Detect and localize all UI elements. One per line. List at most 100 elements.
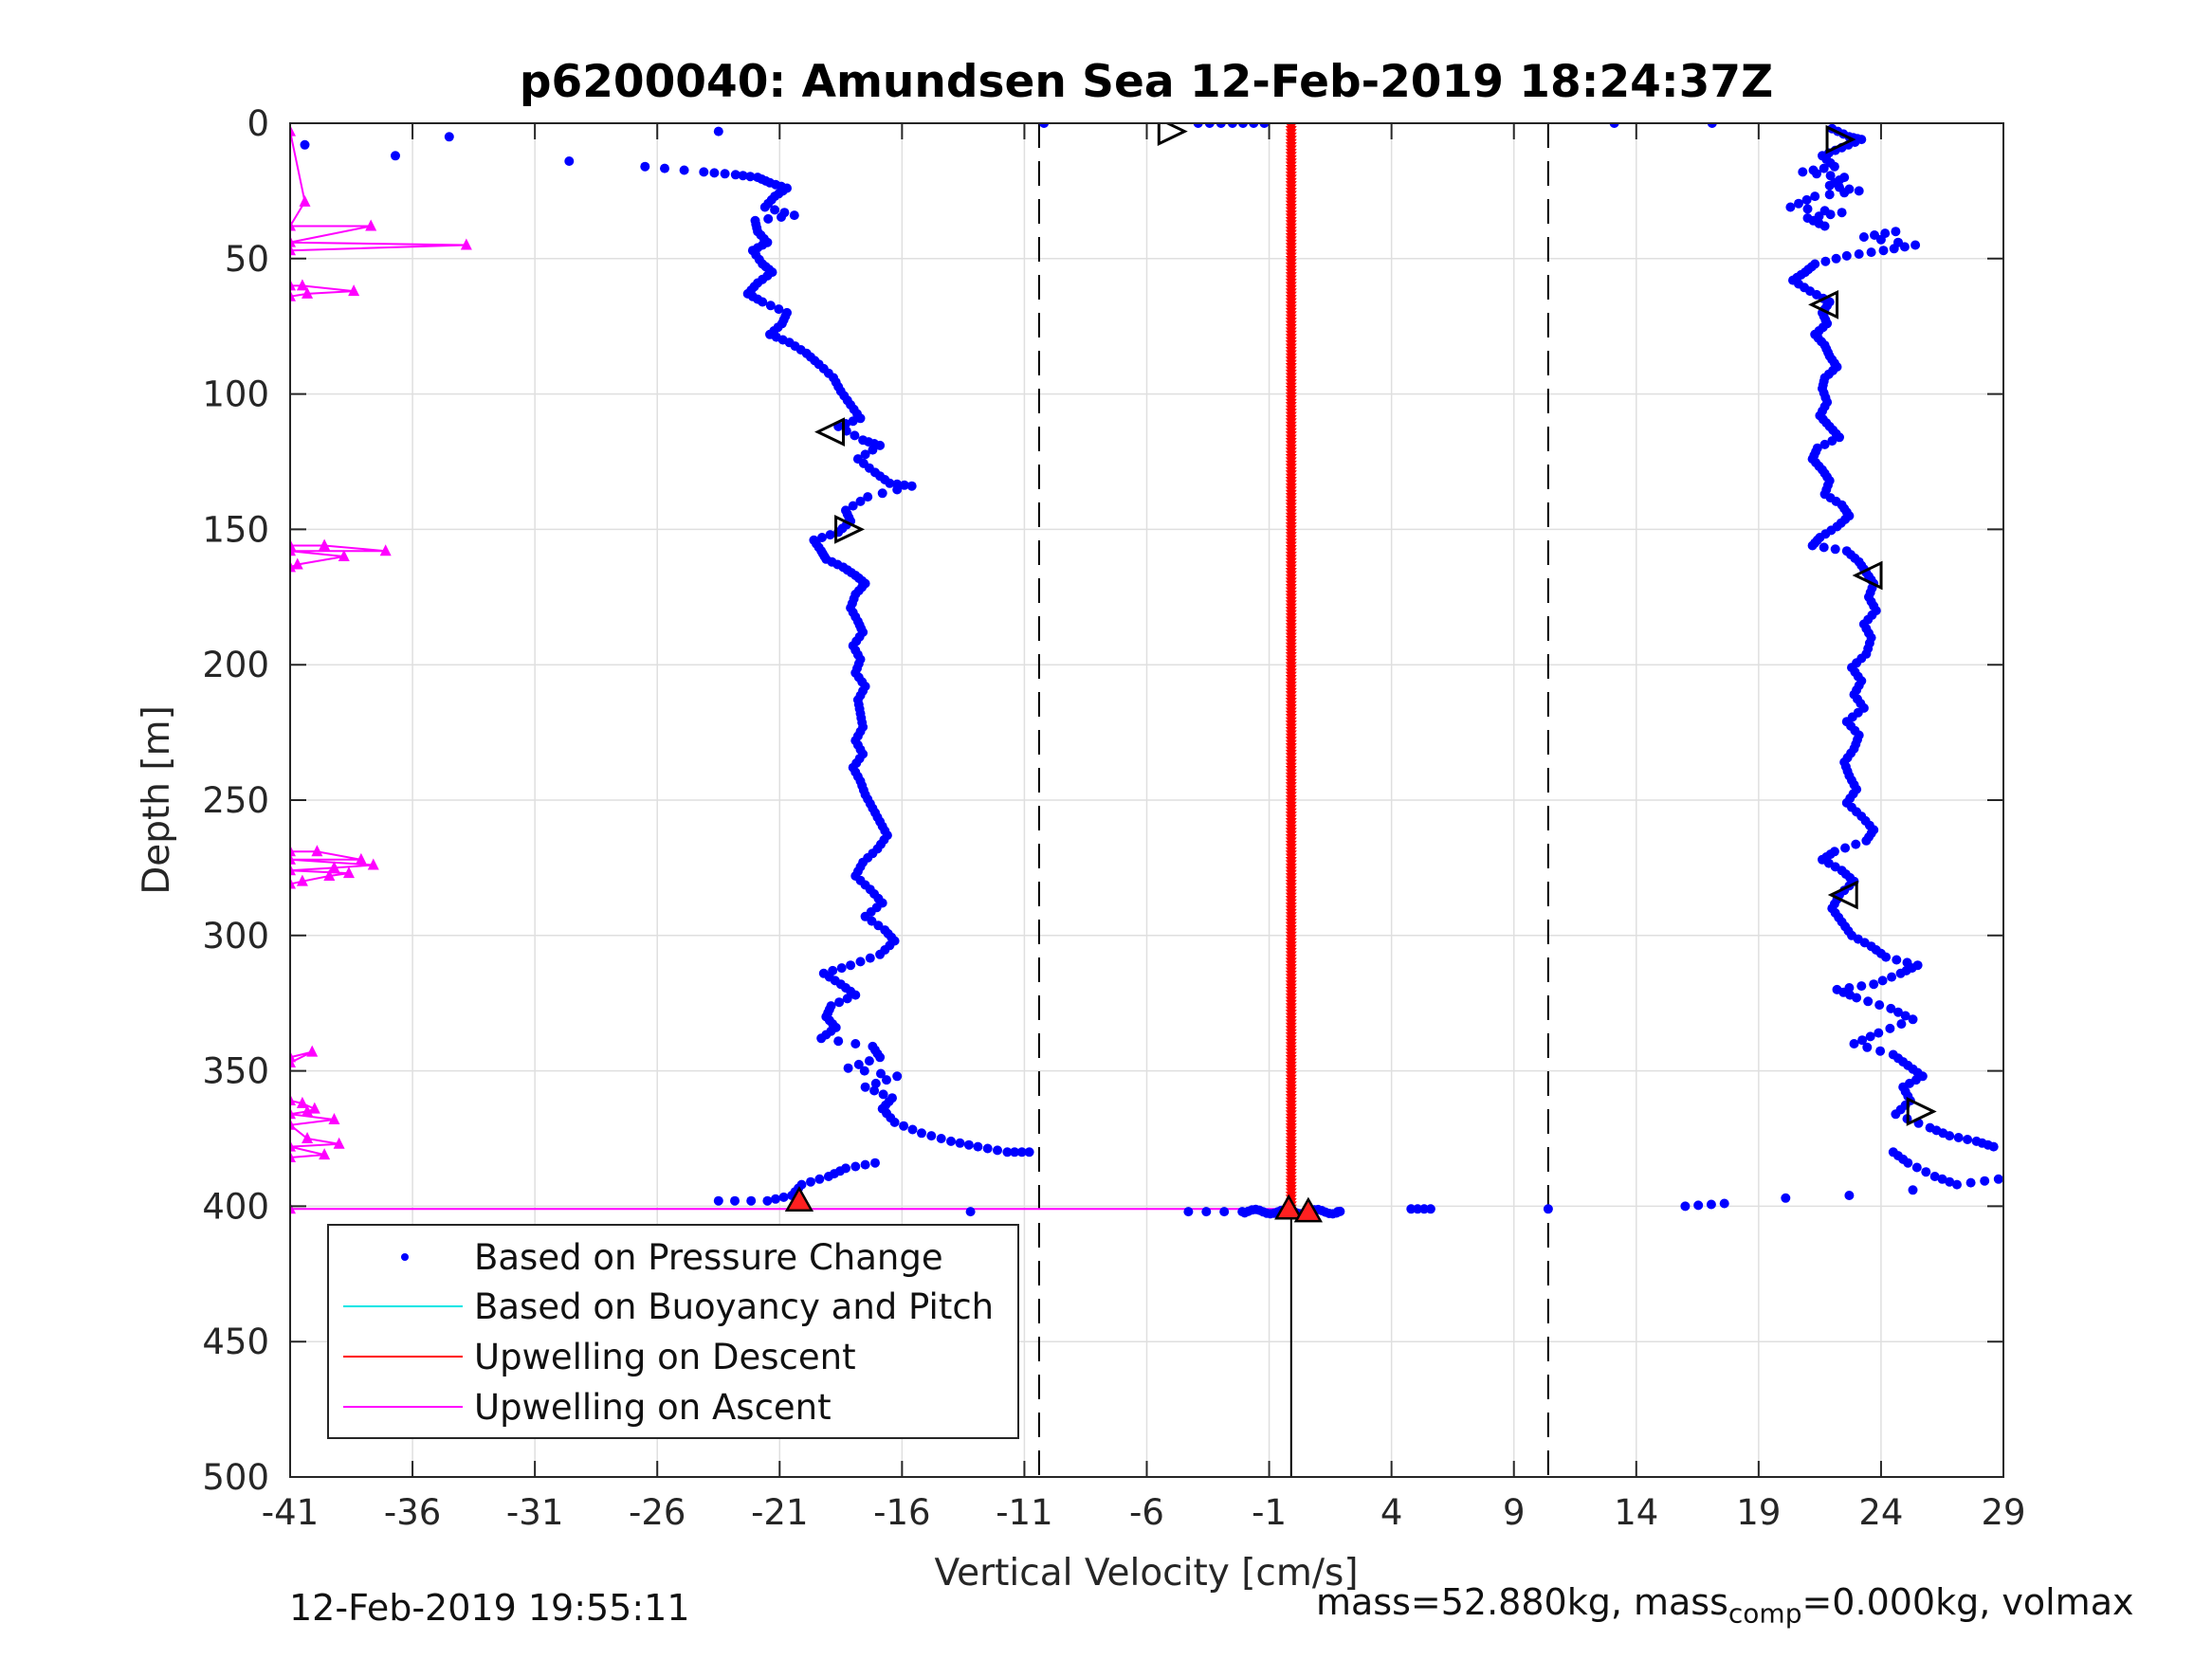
pressure-point — [892, 1071, 903, 1082]
pressure-point — [875, 949, 886, 959]
mass-text-rest: =0.000kg, volmax — [1801, 1581, 2134, 1623]
pressure-point — [730, 170, 740, 180]
legend-label-pressure: Based on Pressure Change — [474, 1237, 943, 1278]
pressure-point — [899, 480, 909, 490]
pressure-point — [713, 126, 723, 137]
pressure-point — [1693, 1200, 1704, 1211]
y-tick-label: 400 — [202, 1186, 269, 1227]
y-tick-label: 150 — [202, 509, 269, 550]
mass-subscript: comp — [1728, 1597, 1802, 1630]
ascent-upwelling-marker — [342, 866, 355, 879]
pressure-point — [1785, 202, 1796, 212]
pressure-point — [1829, 161, 1839, 172]
pressure-point — [1335, 1206, 1345, 1216]
x-tick-label: -16 — [873, 1492, 930, 1533]
grid-lines — [289, 122, 2004, 1478]
y-axis-label: Depth [m] — [136, 705, 178, 895]
x-tick-label: -36 — [384, 1492, 441, 1533]
direction-markers — [784, 123, 1937, 1223]
ascent-upwelling-marker — [323, 868, 336, 881]
pressure-point — [1781, 1193, 1791, 1203]
pressure-point — [1819, 221, 1830, 231]
pressure-point — [1881, 952, 1892, 962]
pressure-point — [1851, 839, 1861, 849]
pressure-point — [1810, 191, 1820, 202]
pressure-point — [763, 213, 774, 224]
chart-title: p6200040: Amundsen Sea 12-Feb-2019 18:24… — [520, 56, 1773, 108]
pressure-point — [875, 440, 886, 450]
pressure-point — [1794, 198, 1803, 209]
pressure-point — [1706, 1199, 1716, 1210]
pressure-point — [1820, 256, 1831, 266]
pressure-point — [955, 1138, 965, 1148]
pressure-point — [850, 990, 861, 1000]
ascent-upwelling-marker — [290, 244, 296, 256]
pressure-point — [1819, 439, 1830, 449]
direction-marker — [1852, 560, 1883, 591]
pressure-point — [1963, 1135, 1973, 1144]
pressure-point — [1854, 186, 1864, 196]
pressure-point — [859, 1066, 869, 1076]
ascent-upwelling-marker — [290, 1202, 296, 1214]
pressure-point — [720, 169, 730, 179]
pressure-point — [738, 171, 748, 181]
pressure-point — [1680, 1201, 1691, 1212]
ascent-upwelling-marker — [311, 845, 323, 857]
y-tick-label: 250 — [202, 780, 269, 821]
pressure-point — [1839, 188, 1850, 198]
footer-timestamp: 12-Feb-2019 19:55:11 — [289, 1587, 690, 1629]
pressure-point — [1945, 1176, 1955, 1187]
pressure-point — [746, 1195, 757, 1206]
x-tick-label: -1 — [1252, 1492, 1287, 1533]
y-tick-label: 450 — [202, 1322, 269, 1362]
x-tick-label: -21 — [751, 1492, 808, 1533]
pressure-point — [863, 492, 873, 502]
ascent-upwelling-marker — [290, 1094, 296, 1106]
pressure-point — [1875, 234, 1886, 245]
pressure-point — [1945, 1131, 1955, 1141]
bottom-marker — [1274, 1194, 1304, 1220]
pressure-point — [906, 481, 917, 491]
ascent-upwelling-marker — [290, 544, 296, 556]
legend-label-descent: Upwelling on Descent — [474, 1337, 856, 1377]
pressure-point — [825, 530, 835, 540]
pressure-point — [1875, 1046, 1886, 1056]
ascent-upwelling-marker — [328, 1113, 340, 1125]
pressure-point — [1841, 250, 1852, 261]
ascent-upwelling-marker — [290, 1107, 296, 1120]
ascent-upwelling-marker — [290, 877, 296, 889]
pressure-point — [882, 1075, 891, 1085]
pressure-point — [745, 172, 756, 182]
ascent-upwelling-line — [290, 131, 1291, 1211]
pressure-point — [1204, 123, 1215, 128]
y-tick-label: 100 — [202, 374, 269, 415]
y-tick-label: 300 — [202, 916, 269, 957]
pressure-point — [1824, 180, 1835, 191]
ascent-upwelling-marker — [302, 286, 314, 299]
pressure-point — [1891, 227, 1901, 237]
pressure-point — [1857, 1035, 1868, 1046]
pressure-point — [771, 1194, 780, 1204]
pressure-point — [1980, 1176, 1990, 1186]
pressure-point — [848, 416, 858, 427]
legend: Based on Pressure Change Based on Buoyan… — [327, 1224, 1019, 1439]
pressure-point — [1893, 1007, 1903, 1017]
ascent-upwelling-marker — [306, 1045, 319, 1057]
pressure-point — [1885, 1023, 1895, 1033]
pressure-point — [1937, 1174, 1947, 1184]
pressure-point — [814, 1174, 825, 1184]
ascent-upwelling-series — [290, 124, 1297, 1214]
x-tick-label: 24 — [1858, 1492, 1903, 1533]
pressure-point — [834, 997, 845, 1008]
x-tick-label: 29 — [1981, 1492, 2025, 1533]
pressure-point — [878, 1089, 888, 1100]
pressure-point — [1840, 843, 1851, 853]
pressure-point — [762, 1195, 773, 1206]
pressure-point — [917, 1128, 926, 1139]
pressure-point — [1953, 1133, 1964, 1142]
ascent-upwelling-marker — [308, 1102, 320, 1114]
pressure-point — [300, 139, 310, 150]
pressure-point — [1874, 1028, 1884, 1038]
pressure-point — [855, 496, 866, 506]
pressure-point — [679, 165, 689, 175]
